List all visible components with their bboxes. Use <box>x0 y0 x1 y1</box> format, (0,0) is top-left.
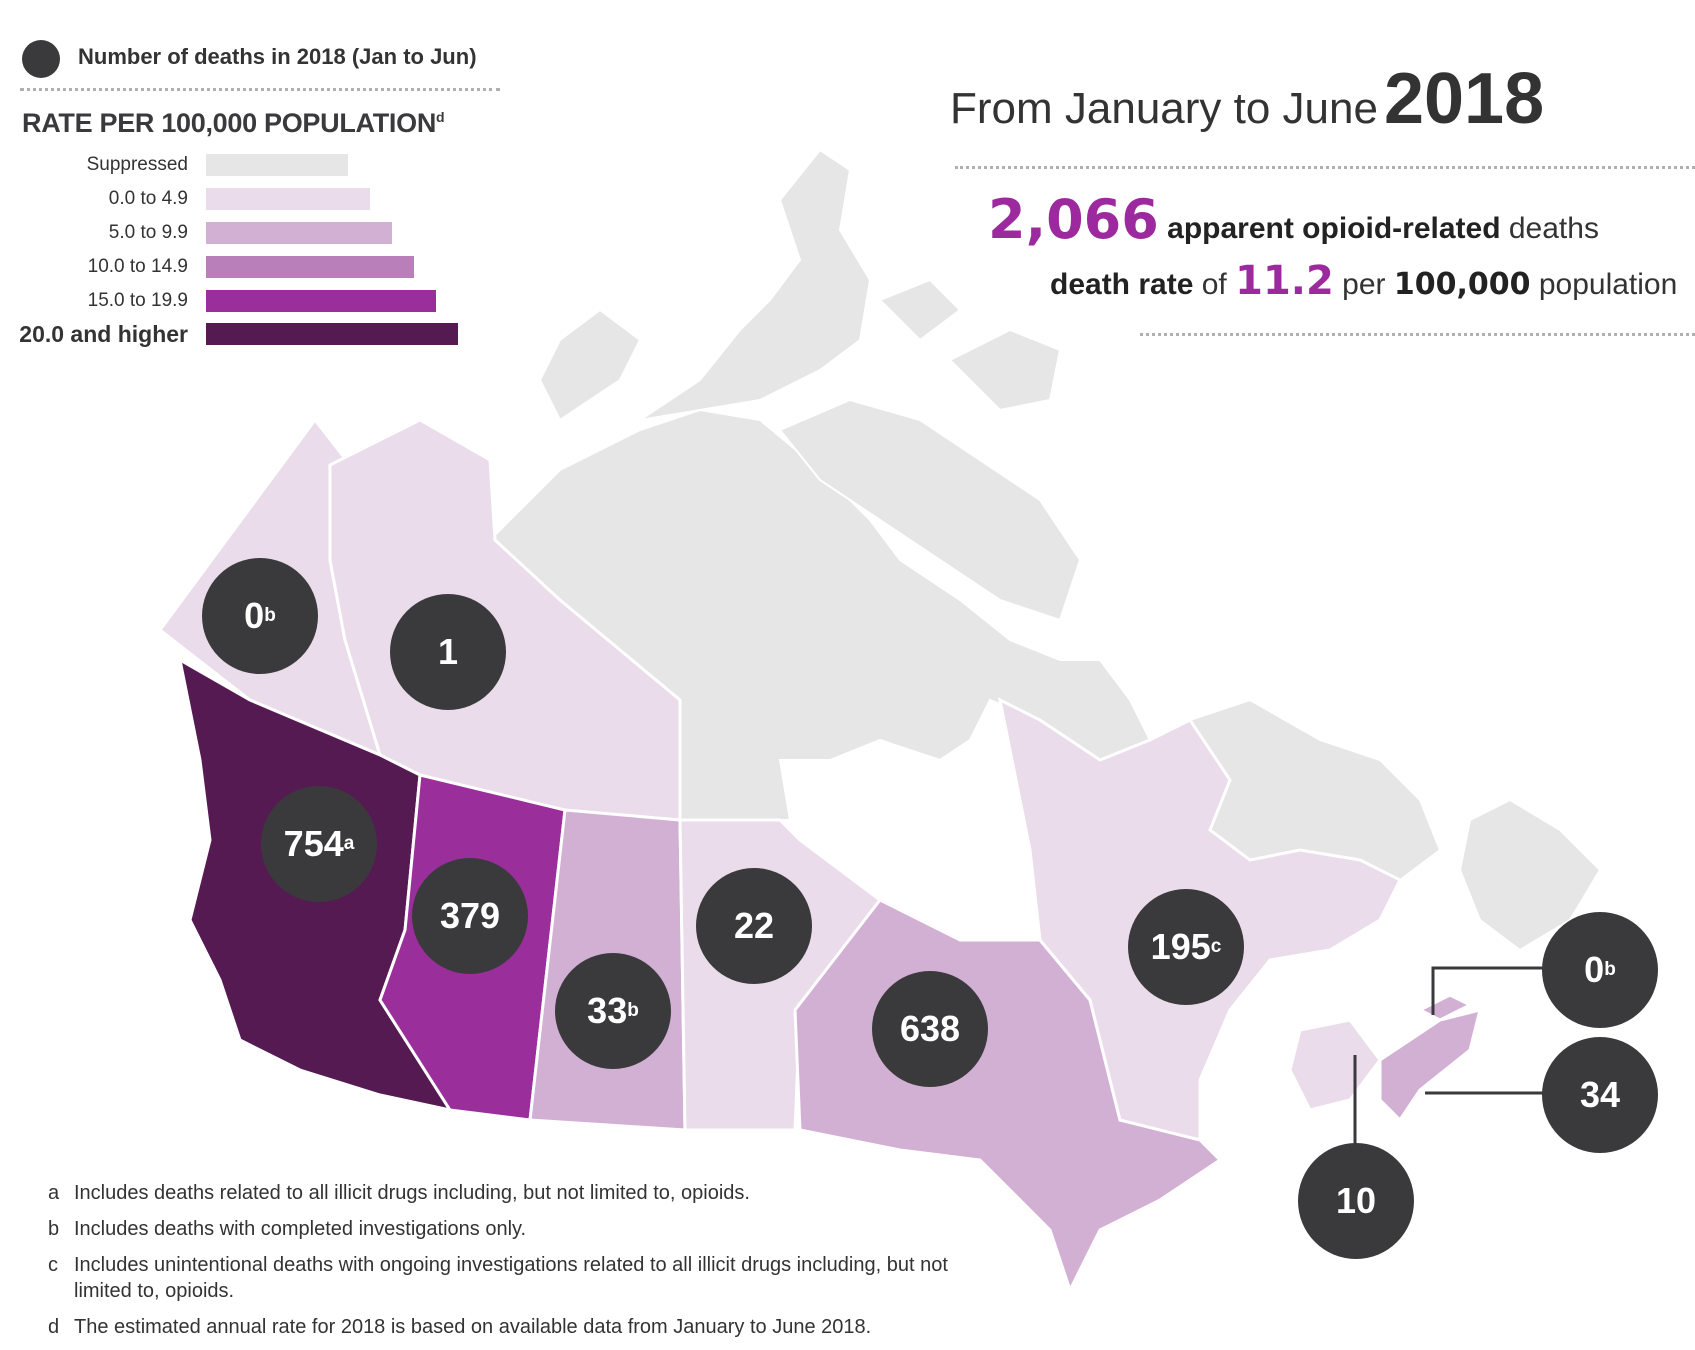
deaths-bold-text: apparent opioid-related <box>1167 212 1501 245</box>
region-nova-scotia <box>1378 1007 1483 1123</box>
legend-item-label: Suppressed <box>86 154 188 175</box>
leader-line-pei <box>1431 966 1545 1015</box>
footnote-b: b Includes deaths with completed investig… <box>48 1218 527 1240</box>
legend-swatch <box>206 290 436 312</box>
bubble-manitoba: 22 <box>696 868 812 984</box>
legend-item-0-4.9: 0.0 to 4.9 <box>0 188 470 210</box>
stats-divider <box>1140 333 1695 336</box>
deaths-count: 2,066 <box>988 188 1159 251</box>
bubble-british-columbia: 754 a <box>261 786 377 902</box>
bubble-quebec: 195 c <box>1128 889 1244 1005</box>
suppressed-regions <box>488 148 1602 952</box>
deaths-tail-text: deaths <box>1508 212 1599 245</box>
legend-item-15-19.9: 15.0 to 19.9 <box>0 290 470 312</box>
bubble-northwest-territories: 1 <box>390 594 506 710</box>
rate-of-text: of <box>1201 268 1227 301</box>
legend-item-label: 0.0 to 4.9 <box>108 188 188 209</box>
bubble-ontario: 638 <box>872 971 988 1087</box>
rate-tail-text: population <box>1538 268 1678 301</box>
headline: From January to June2018 <box>950 58 1544 140</box>
legend-item-suppressed: Suppressed <box>0 154 470 176</box>
bubble-nova-scotia: 34 <box>1542 1037 1658 1153</box>
legend-divider <box>20 88 500 91</box>
legend-swatch <box>206 154 348 176</box>
headline-divider <box>955 166 1695 169</box>
leader-lines <box>1353 966 1545 1145</box>
footnotes: a Includes deaths related to all illicit … <box>48 1180 948 1350</box>
rate-legend-heading: RATE PER 100,000 POPULATIONd <box>22 108 445 138</box>
legend-swatch <box>206 256 414 278</box>
bubble-saskatchewan: 33 b <box>555 953 671 1069</box>
legend-item-label: 10.0 to 14.9 <box>87 256 188 277</box>
legend-item-5-9.9: 5.0 to 9.9 <box>0 222 470 244</box>
bubble-alberta: 379 <box>412 858 528 974</box>
footnote-c: c Includes unintentional deaths with ongo… <box>48 1254 948 1302</box>
legend-swatch <box>206 323 458 345</box>
legend-item-label: 20.0 and higher <box>19 321 188 347</box>
legend-death-dot <box>22 40 60 78</box>
legend-item-label: 15.0 to 19.9 <box>87 290 188 311</box>
headline-prefix: From January to June <box>950 84 1378 133</box>
headline-year: 2018 <box>1383 59 1545 139</box>
footnote-d: d The estimated annual rate for 2018 is b… <box>48 1316 872 1338</box>
legend-item-label: 5.0 to 9.9 <box>108 222 188 243</box>
rate-per-text: per <box>1342 268 1386 301</box>
rate-bold-text: death rate <box>1050 268 1194 301</box>
rate-stat: death rate of 11.2 per 100,000 populatio… <box>1050 258 1677 304</box>
rate-population-value: 100,000 <box>1393 267 1531 302</box>
legend-swatch <box>206 222 392 244</box>
legend-swatch <box>206 188 370 210</box>
legend-item-10-14.9: 10.0 to 14.9 <box>0 256 470 278</box>
rate-value: 11.2 <box>1235 258 1334 304</box>
bubble-new-brunswick: 10 <box>1298 1143 1414 1259</box>
region-new-brunswick <box>1288 1018 1382 1112</box>
footnote-a: a Includes deaths related to all illicit … <box>48 1182 750 1204</box>
legend-dot-label: Number of deaths in 2018 (Jan to Jun) <box>78 44 477 69</box>
legend-item-20-plus: 20.0 and higher <box>0 321 470 347</box>
deaths-stat: 2,066 apparent opioid-related deaths <box>988 188 1599 251</box>
